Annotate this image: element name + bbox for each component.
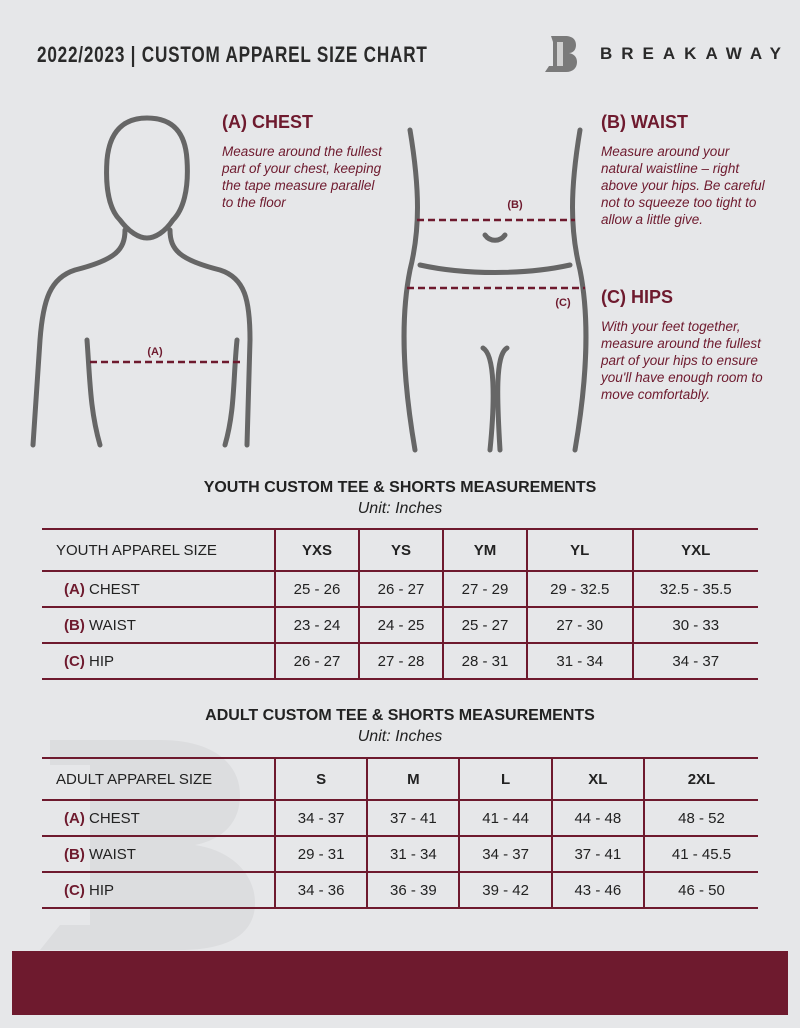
- table-header-row: YOUTH APPAREL SIZE YXS YS YM YL YXL: [42, 528, 758, 572]
- table-cell: 37 - 41: [550, 835, 644, 873]
- table-cell: 31 - 34: [366, 835, 460, 873]
- size-label: YOUTH APPAREL SIZE: [42, 528, 275, 572]
- table-row: (C) HIP 34 - 36 36 - 39 39 - 42 43 - 46 46 - …: [42, 871, 758, 909]
- table-cell: 27 - 30: [525, 606, 633, 644]
- footer-bar: [12, 951, 788, 1015]
- page-title: 2022/2023 | CUSTOM APPAREL SIZE CHART: [37, 42, 428, 67]
- row-label-part: HIP: [89, 652, 115, 670]
- row-label-part: (B): [64, 845, 85, 863]
- table-cell: 25 - 26: [274, 570, 359, 608]
- table-cell: 34 - 37: [631, 642, 758, 680]
- table-cell: (A) CHEST: [42, 799, 275, 837]
- table-cell: 27 - 28: [357, 642, 443, 680]
- table-cell: 34 - 36: [273, 871, 368, 909]
- waist-marker: (B): [507, 199, 523, 211]
- table-cell: 26 - 27: [357, 570, 443, 608]
- chest-description: Measure around the fullest part of your …: [222, 144, 382, 210]
- row-label-part: WAIST: [89, 845, 136, 863]
- youth-size-table: YOUTH APPAREL SIZE YXS YS YM YL YXL (A) CHEST…: [42, 528, 758, 680]
- table-cell: (B) WAIST: [42, 606, 275, 644]
- hips-description: With your feet together, measure around …: [601, 319, 763, 402]
- table-cell: (C) HIP: [42, 871, 275, 909]
- table-cell: YXS: [274, 528, 359, 572]
- row-label-part: (C): [64, 652, 85, 670]
- table-cell: 34 - 37: [273, 799, 368, 837]
- row-label-part: CHEST: [89, 809, 140, 827]
- adult-size-table: ADULT APPAREL SIZE S M L XL 2XL (A) CHEST 34 -…: [42, 757, 758, 909]
- table-cell: YL: [525, 528, 633, 572]
- table-cell: 37 - 41: [366, 799, 460, 837]
- table-cell: 2XL: [642, 757, 758, 801]
- table-cell: 29 - 32.5: [525, 570, 633, 608]
- table-cell: 44 - 48: [550, 799, 644, 837]
- table-cell: 29 - 31: [273, 835, 368, 873]
- table-cell: 41 - 44: [458, 799, 552, 837]
- youth-unit: Unit: Inches: [357, 500, 443, 517]
- table-cell: 24 - 25: [357, 606, 443, 644]
- table-cell: 43 - 46: [550, 871, 644, 909]
- row-label-part: WAIST: [89, 616, 136, 634]
- table-cell: 31 - 34: [525, 642, 633, 680]
- adult-unit: Unit: Inches: [357, 728, 443, 745]
- chest-marker: (A): [147, 346, 163, 358]
- hips-marker: (C): [555, 297, 571, 309]
- adult-table-title: ADULT CUSTOM TEE & SHORTS MEASUREMENTS: [205, 707, 595, 724]
- table-cell: XL: [550, 757, 644, 801]
- table-cell: 32.5 - 35.5: [631, 570, 758, 608]
- table-cell: 34 - 37: [458, 835, 552, 873]
- table-cell: YXL: [631, 528, 758, 572]
- row-label-part: (B): [64, 616, 85, 634]
- table-cell: 23 - 24: [274, 606, 359, 644]
- table-cell: L: [458, 757, 552, 801]
- table-row: (C) HIP 26 - 27 27 - 28 28 - 31 31 - 34 34 - …: [42, 642, 758, 680]
- waist-description: Measure around your natural waistline – …: [601, 144, 765, 227]
- upper-body-illustration: (A): [30, 115, 253, 448]
- table-cell: 25 - 27: [441, 606, 527, 644]
- waist-heading: (B) WAIST: [601, 112, 688, 132]
- table-cell: (C) HIP: [42, 642, 275, 680]
- table-cell: 41 - 45.5: [642, 835, 758, 873]
- row-label-part: (C): [64, 881, 85, 899]
- table-cell: 30 - 33: [631, 606, 758, 644]
- table-cell: 48 - 52: [642, 799, 758, 837]
- table-cell: S: [273, 757, 368, 801]
- table-row: (B) WAIST 29 - 31 31 - 34 34 - 37 37 - 41 41 …: [42, 835, 758, 873]
- table-header-row: ADULT APPAREL SIZE S M L XL 2XL: [42, 757, 758, 801]
- row-label-part: (A): [64, 809, 85, 827]
- youth-table-title: YOUTH CUSTOM TEE & SHORTS MEASUREMENTS: [203, 479, 597, 496]
- table-row: (A) CHEST 25 - 26 26 - 27 27 - 29 29 - 32.5 3…: [42, 570, 758, 608]
- table-row: (A) CHEST 34 - 37 37 - 41 41 - 44 44 - 48 48 …: [42, 799, 758, 837]
- table-cell: 26 - 27: [274, 642, 359, 680]
- table-cell: 36 - 39: [366, 871, 460, 909]
- table-cell: 46 - 50: [642, 871, 758, 909]
- hips-heading: (C) HIPS: [601, 287, 673, 307]
- table-cell: M: [366, 757, 460, 801]
- row-label-part: CHEST: [89, 580, 140, 598]
- size-label: ADULT APPAREL SIZE: [42, 757, 275, 801]
- row-label-part: (A): [64, 580, 85, 598]
- table-row: (B) WAIST 23 - 24 24 - 25 25 - 27 27 - 30 30 …: [42, 606, 758, 644]
- lower-body-illustration: (B) (C): [401, 127, 589, 453]
- table-cell: 27 - 29: [441, 570, 527, 608]
- table-cell: (A) CHEST: [42, 570, 275, 608]
- table-cell: YM: [441, 528, 527, 572]
- chest-heading: (A) CHEST: [222, 112, 313, 132]
- breakaway-logo-icon: [545, 36, 577, 72]
- row-label-part: HIP: [89, 881, 115, 899]
- table-cell: 39 - 42: [458, 871, 552, 909]
- table-cell: YS: [357, 528, 443, 572]
- table-cell: (B) WAIST: [42, 835, 275, 873]
- table-cell: 28 - 31: [441, 642, 527, 680]
- brand-name: BREAKAWAY: [600, 44, 790, 63]
